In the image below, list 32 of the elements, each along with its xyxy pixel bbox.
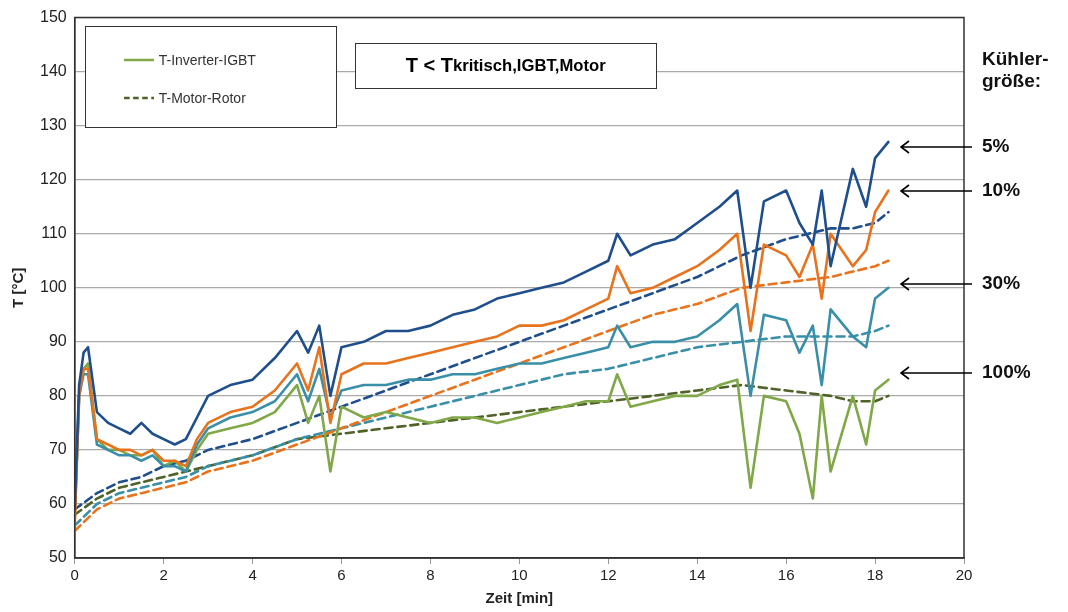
y-axis-title: T [°C] <box>9 267 27 308</box>
text: Kühler-größe: <box>982 47 1050 92</box>
y-tick-label: 130 <box>39 116 67 134</box>
y-tick-label: 100 <box>39 278 67 296</box>
x-tick-label: 18 <box>866 566 884 584</box>
y-tick-label: 150 <box>39 8 67 26</box>
legend-label: T-Inverter-IGBT <box>158 51 256 68</box>
text: 30% <box>982 272 1021 294</box>
x-tick-label: 2 <box>159 566 168 584</box>
y-tick-label: 70 <box>48 440 67 458</box>
x-axis-title: Zeit [min] <box>485 589 554 607</box>
y-tick-label: 90 <box>48 332 67 350</box>
y-tick-label: 80 <box>48 386 67 404</box>
text: 5% <box>982 135 1010 157</box>
x-tick-label: 16 <box>777 566 795 584</box>
y-tick-label: 120 <box>39 170 67 188</box>
x-tick-label: 12 <box>599 566 617 584</box>
legend-label: T-Motor-Rotor <box>158 89 246 106</box>
y-tick-label: 50 <box>48 548 67 566</box>
x-tick-label: 8 <box>426 566 435 584</box>
x-tick-label: 4 <box>248 566 257 584</box>
line-series <box>74 383 890 517</box>
text: 100% <box>982 361 1031 383</box>
y-tick-label: 60 <box>48 494 67 512</box>
y-tick-label: 140 <box>39 62 67 80</box>
text: 10% <box>982 179 1021 201</box>
y-tick-label: 110 <box>41 224 67 242</box>
x-tick-label: 10 <box>511 566 528 584</box>
x-tick-label: 0 <box>70 566 79 584</box>
x-tick-label: 20 <box>955 566 973 584</box>
x-tick-label: 6 <box>337 566 346 584</box>
x-tick-label: 14 <box>688 566 706 584</box>
